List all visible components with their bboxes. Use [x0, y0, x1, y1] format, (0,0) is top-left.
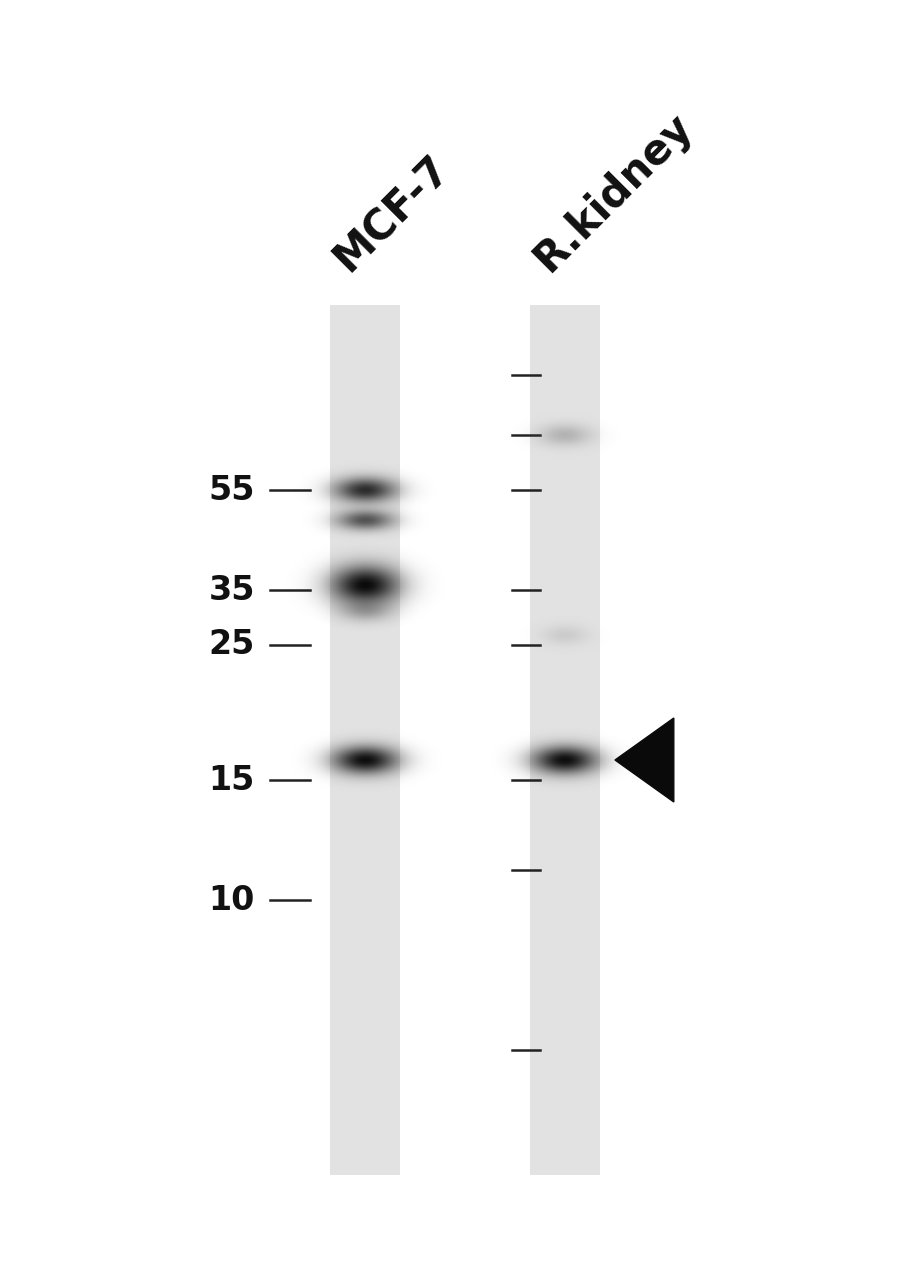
Text: 15: 15	[209, 763, 255, 796]
Text: 10: 10	[209, 883, 255, 916]
Text: MCF-7: MCF-7	[325, 147, 458, 280]
Bar	[330, 305, 400, 1175]
Text: 55: 55	[208, 474, 255, 507]
Text: 35: 35	[208, 573, 255, 607]
Text: 25: 25	[209, 628, 255, 662]
Text: R.kidney: R.kidney	[525, 105, 700, 280]
Polygon shape	[615, 718, 674, 803]
Bar	[530, 305, 600, 1175]
